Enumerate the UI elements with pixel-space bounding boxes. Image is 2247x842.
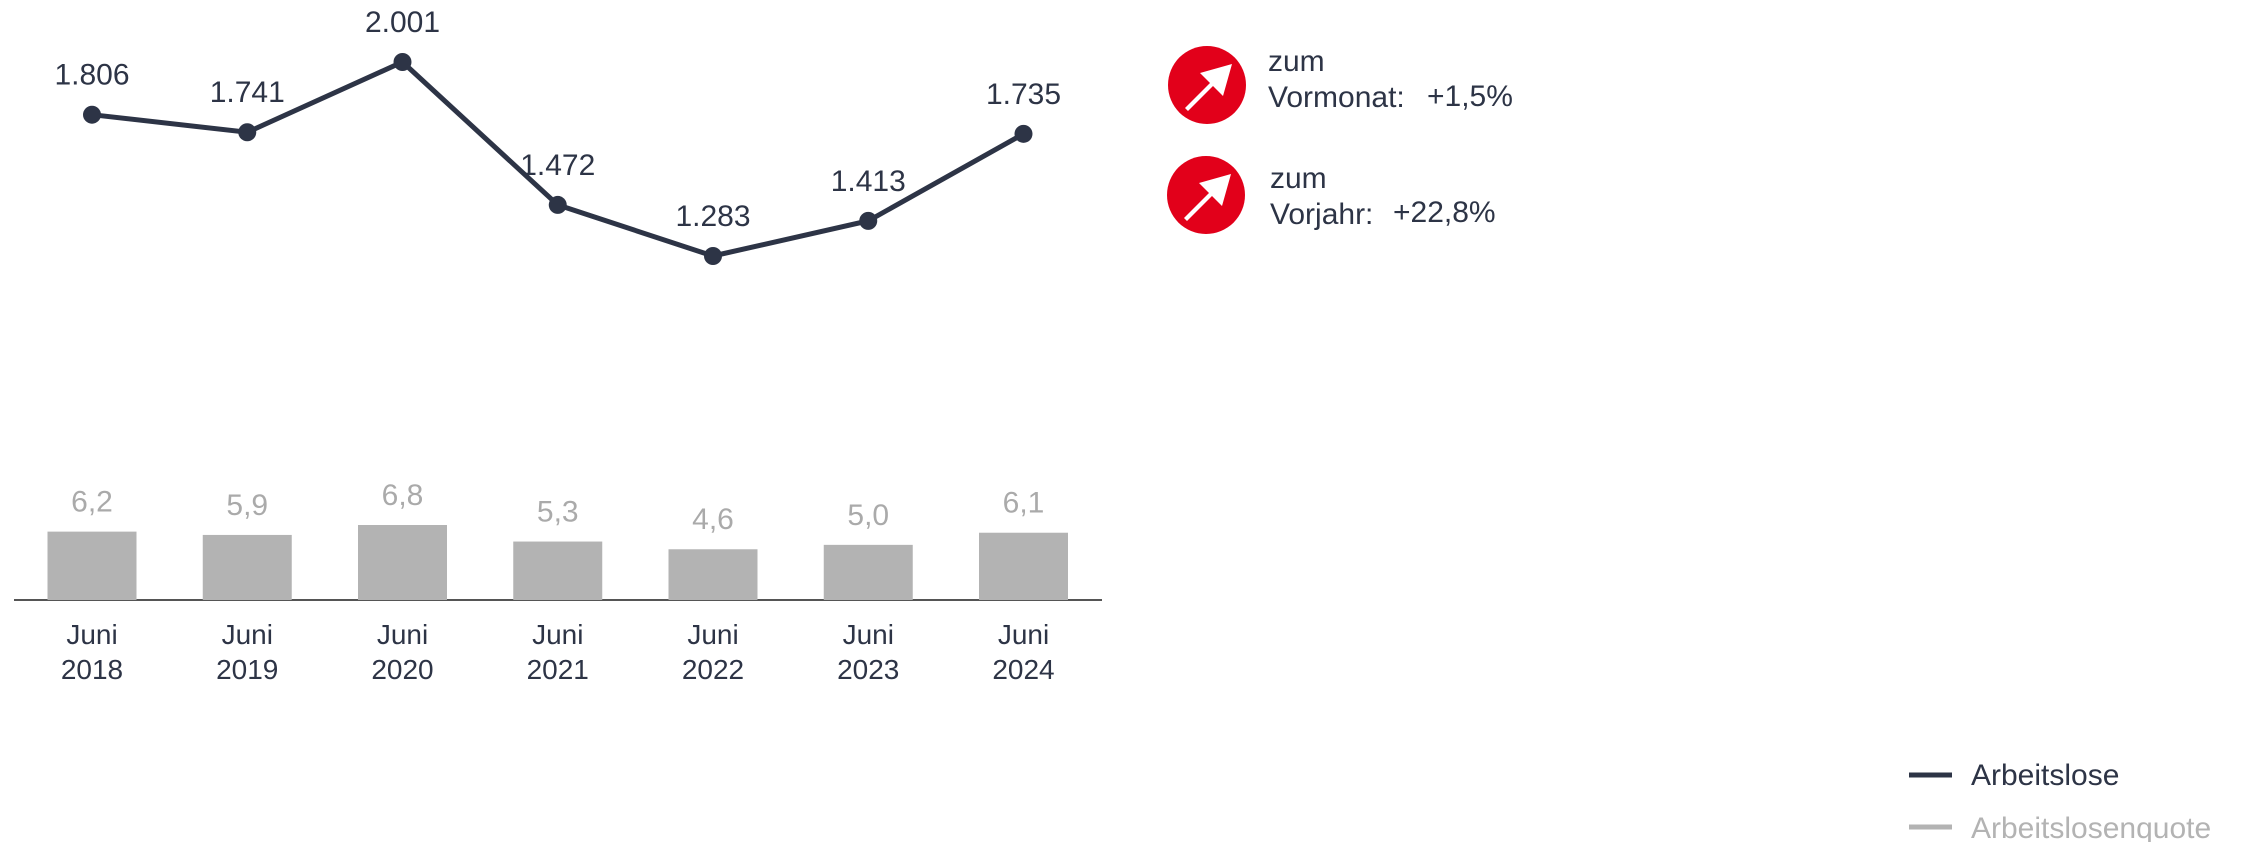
legend-label: Arbeitslosenquote [1971, 812, 2211, 842]
data-label: 5,0 [847, 499, 889, 532]
bar [979, 532, 1068, 600]
data-label: 2.001 [365, 6, 440, 39]
data-label: 1.741 [210, 76, 285, 109]
legend-label: Arbeitslose [1971, 759, 2119, 792]
data-label: 1.283 [675, 200, 750, 233]
point [548, 195, 567, 214]
indicator-change: +22,8% [1393, 196, 1496, 229]
indicator-text: zum [1270, 162, 1327, 195]
data-label: 6,2 [71, 486, 113, 519]
data-label: 4,6 [692, 503, 734, 536]
data-label: 5,3 [537, 495, 579, 528]
x-tick-label: Juni 2018 [60, 619, 124, 685]
x-tick-label: Juni 2021 [526, 619, 589, 685]
data-label: 1.806 [54, 59, 129, 92]
indicator-period: Vormonat: [1268, 81, 1405, 114]
x-tick-label: Juni 2023 [837, 619, 900, 685]
point [238, 123, 257, 142]
data-label: 1.735 [986, 78, 1061, 111]
bar [358, 525, 447, 600]
bar [202, 534, 292, 600]
bar [823, 544, 913, 600]
x-tick-label: Juni 2020 [371, 619, 434, 685]
point [393, 53, 412, 71]
indicator-icon [1167, 156, 1245, 234]
x-tick-label: Juni 2019 [216, 619, 279, 685]
data-label: 6,1 [1003, 487, 1045, 520]
bar [47, 531, 137, 600]
indicator-text: zum [1268, 45, 1325, 78]
indicator-period: Vorjahr: [1270, 198, 1373, 231]
data-label: 6,8 [382, 479, 424, 512]
point [859, 211, 878, 230]
indicator-change: +1,5% [1427, 80, 1513, 113]
point [83, 105, 101, 124]
data-label: 1.472 [520, 149, 595, 182]
x-tick-label: Juni 2022 [681, 619, 745, 685]
point [1014, 124, 1033, 143]
point [704, 247, 722, 265]
indicator-icon [1168, 46, 1246, 124]
bar [513, 541, 603, 600]
data-label: 1.413 [831, 165, 906, 198]
data-label: 5,9 [226, 489, 268, 522]
x-tick-label: Juni 2024 [992, 619, 1055, 685]
bar [668, 549, 758, 600]
